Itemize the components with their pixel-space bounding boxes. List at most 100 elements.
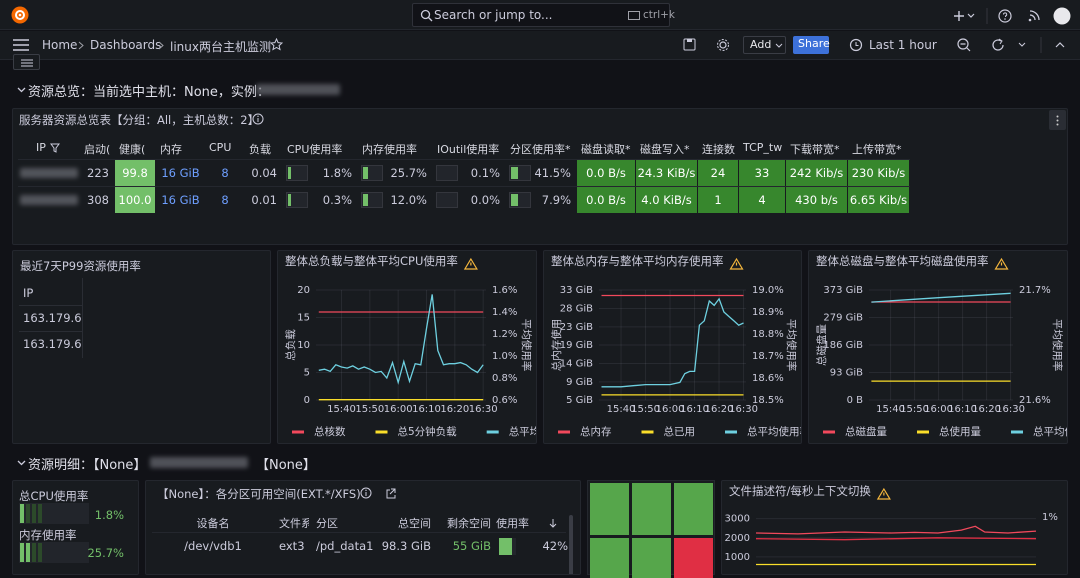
column-header[interactable]: 磁盘写入* <box>640 143 690 156</box>
filter-icon[interactable] <box>50 143 60 153</box>
legend-item[interactable]: 总平均使用率 <box>486 425 537 438</box>
y-tick-label: 33 GiB <box>560 285 593 296</box>
column-header[interactable]: IOutil使用率 <box>437 143 500 156</box>
warning-icon[interactable] <box>729 257 744 270</box>
warning-icon[interactable] <box>463 257 478 270</box>
x-tick-label: 16:00 <box>656 404 685 415</box>
column-header[interactable]: 内存使用率 <box>362 143 417 156</box>
legend-item[interactable]: 总内存 <box>558 425 612 438</box>
top-icons[interactable] <box>950 7 1075 25</box>
x-tick-label: 16:30 <box>469 404 498 415</box>
column-header[interactable]: 下载带宽* <box>790 143 840 156</box>
row-chevron[interactable] <box>17 459 26 467</box>
cell-gauge-fill <box>511 194 518 206</box>
breadcrumb[interactable]: Dashboards <box>90 38 162 52</box>
column-header[interactable]: 负载 <box>249 143 271 156</box>
chart-panel: 文件描述符/每秒上下文切换 1000 2000 3000 1% <box>721 480 1068 575</box>
redacted-ip <box>20 168 78 178</box>
column-header[interactable]: 磁盘读取* <box>581 143 631 156</box>
legend-item[interactable]: 总磁盘量 <box>823 425 887 438</box>
legend-label: 总磁盘量 <box>845 425 887 438</box>
grafana-logo[interactable] <box>10 5 30 25</box>
panel-menu[interactable] <box>1049 110 1066 130</box>
column-header[interactable]: 设备名 <box>196 517 230 530</box>
warning-icon[interactable] <box>994 257 1009 270</box>
chart-title: 整体总内存与整体平均内存使用率 <box>551 254 724 268</box>
health-cell: 100.0 <box>115 187 155 213</box>
legend-item[interactable]: 总5分钟负载 <box>375 425 458 438</box>
search-box[interactable]: Search or jump to... ctrl+k <box>412 3 675 27</box>
legend-item[interactable]: 总平均使用率 <box>1011 425 1068 438</box>
gauge-label: 内存使用率 <box>19 528 77 542</box>
share-button[interactable]: Share <box>793 36 830 54</box>
time-controls[interactable] <box>956 37 1071 53</box>
row-title[interactable]: 资源明细：【None】 <box>28 458 147 473</box>
star-button[interactable] <box>270 38 283 51</box>
breadcrumb[interactable]: Home <box>42 38 78 52</box>
keyboard-icon <box>628 11 640 20</box>
value-cell: 1.8% <box>322 166 352 180</box>
column-header[interactable]: 剩余空间 <box>447 517 491 530</box>
ip-cell: 163.179.62.8 <box>23 311 82 325</box>
value-cell: 223 <box>87 166 109 180</box>
y2-axis-label: 平均使用率 <box>1051 319 1064 372</box>
column-header[interactable]: 启动( <box>84 143 111 156</box>
row-chevron[interactable] <box>17 86 26 94</box>
column-header[interactable]: 上传带宽* <box>852 143 902 156</box>
y2-tick-label: 18.8% <box>752 329 784 340</box>
column-header[interactable]: 总空间 <box>398 517 431 530</box>
x-tick-label: 16:30 <box>729 404 758 415</box>
add-button[interactable]: Add <box>743 36 786 54</box>
column-header: IP <box>23 286 34 300</box>
ip-cell: 163.179.62.1 <box>23 337 82 351</box>
y2-axis-label: 平均使用率 <box>785 319 798 372</box>
stat-cell: 4.0 KiB/s <box>636 187 697 213</box>
column-header[interactable]: 使用率 <box>496 517 529 530</box>
column-header[interactable]: 文件系统 <box>279 517 309 530</box>
legend-label: 总已用 <box>664 425 696 438</box>
y2-tick-label: 1% <box>1042 512 1058 523</box>
scrollbar[interactable] <box>569 515 573 574</box>
legend-item[interactable]: 总已用 <box>641 425 696 438</box>
redacted-ip <box>20 195 78 205</box>
column-header[interactable]: IP <box>36 141 46 154</box>
row-divider <box>152 532 566 533</box>
value-cell: 0.0% <box>470 193 500 207</box>
time-range[interactable]: Last 1 hour <box>869 38 937 52</box>
menu-button[interactable] <box>13 38 29 52</box>
row-title[interactable]: 资源总览：当前选中主机：None，实例： <box>28 85 270 100</box>
stat-cell: 24.3 KiB/s <box>636 160 697 186</box>
legend-item[interactable]: 总平均使用率 <box>725 425 802 438</box>
y-tick-label: 28 GiB <box>560 303 593 314</box>
y-axis-label: 总内存使用 <box>550 319 563 372</box>
panel-title: 最近7天P99资源使用率 <box>20 259 141 273</box>
cell-gauge-fill <box>363 167 368 179</box>
column-header[interactable]: 分区使用率* <box>510 143 571 156</box>
info-icon[interactable] <box>252 113 264 125</box>
column-header[interactable]: 健康( <box>119 143 146 156</box>
legend-item[interactable]: 总使用量 <box>917 425 981 438</box>
column-header[interactable]: 连接数 <box>702 143 735 156</box>
x-tick-label: 16:10 <box>412 404 441 415</box>
cell-gauge <box>286 165 308 181</box>
cell-gauge <box>499 538 516 555</box>
column-header[interactable]: 内存 <box>160 143 182 156</box>
row-divider <box>19 305 83 306</box>
panel-title: 服务器资源总览表【分组：All，主机总数：2】 <box>19 113 260 127</box>
column-header[interactable]: TCP_tw <box>743 141 783 154</box>
stat-cell: 242 Kib/s <box>786 160 847 186</box>
legend-item[interactable]: 总核数 <box>292 425 346 438</box>
gauge-value: 1.8% <box>94 508 124 522</box>
series-line <box>318 294 484 385</box>
title-icons[interactable] <box>360 487 400 500</box>
sort-icon[interactable] <box>549 518 557 528</box>
breadcrumb[interactable]: linux两台主机监测 <box>170 40 271 54</box>
series-line <box>755 525 1037 535</box>
row-menu-button[interactable] <box>13 54 40 70</box>
column-header[interactable]: CPU使用率 <box>287 143 343 156</box>
save-settings-icons[interactable] <box>683 38 733 52</box>
column-header[interactable]: 分区 <box>316 517 338 530</box>
warning-icon[interactable] <box>876 487 891 500</box>
column-header[interactable]: CPU <box>209 141 232 154</box>
value-cell: 16 GiB <box>161 193 200 207</box>
